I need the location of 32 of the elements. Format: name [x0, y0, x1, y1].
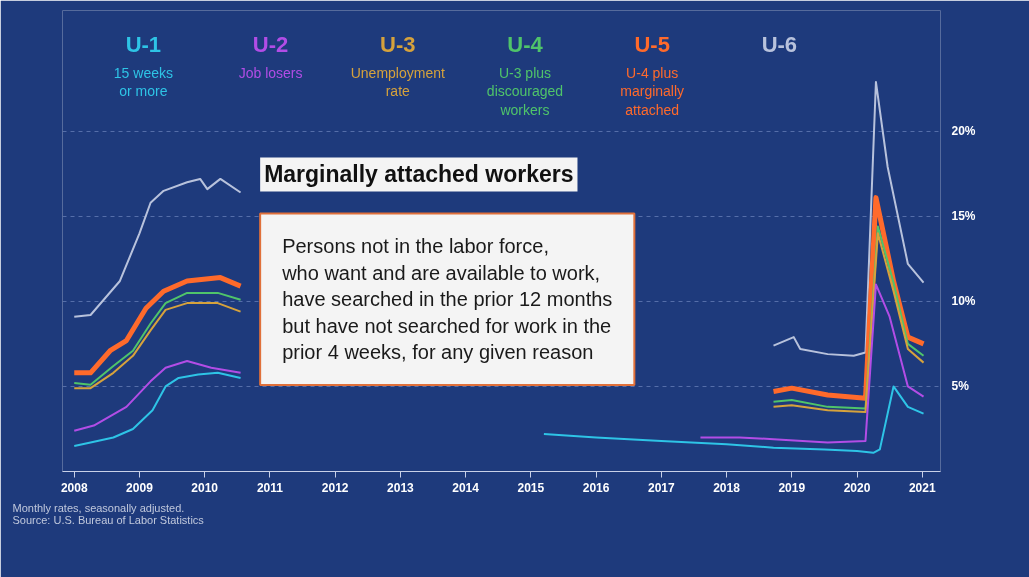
x-tick-label: 2009 — [126, 480, 154, 495]
x-tick-label: 2008 — [60, 480, 88, 495]
x-tick-label: 2013 — [387, 480, 415, 495]
x-tick-label: 2017 — [647, 480, 675, 495]
x-tick-label: 2016 — [582, 480, 610, 495]
text: Monthly rates, seasonally adjusted. Source: U.S. Bureau of Labor Statistics — [12, 501, 205, 526]
x-tick-label: 2019 — [778, 480, 806, 495]
text: U-2 — [252, 32, 289, 58]
y-tick-label: 10% — [951, 294, 976, 309]
x-tick-label: 2014 — [452, 480, 480, 495]
text: U-5 — [634, 32, 670, 58]
x-tick-label: 2012 — [321, 480, 349, 495]
annotation: Persons not in the labor force, who want and are available to work, have searched in the prior 12 months but have not searched for work in the prior 4 weeks, for any given reason — [281, 235, 613, 364]
annotation: Marginally attached workers — [264, 161, 574, 188]
y-tick-label: 20% — [951, 124, 976, 139]
x-tick-label: 2010 — [191, 480, 219, 495]
text: U-1 — [125, 32, 162, 58]
text: U-3 — [380, 32, 416, 58]
x-tick-label: 2018 — [713, 480, 741, 495]
annotation: 15 weeks or more — [113, 64, 173, 100]
annotation: Job losers — [238, 64, 303, 81]
x-tick-label: 2021 — [908, 480, 936, 495]
y-tick-label: 5% — [951, 379, 970, 394]
text: U-4 — [507, 32, 544, 58]
x-tick-label: 2011 — [256, 480, 284, 495]
annotation: U-3 plus discouraged workers — [486, 64, 564, 118]
y-tick-label: 15% — [951, 209, 976, 224]
annotation: U-4 plus marginally attached — [620, 64, 685, 118]
text: U-6 — [761, 32, 798, 58]
x-tick-label: 2020 — [843, 480, 871, 495]
x-tick-label: 2015 — [517, 480, 545, 495]
annotation: Unemployment rate — [350, 64, 445, 100]
